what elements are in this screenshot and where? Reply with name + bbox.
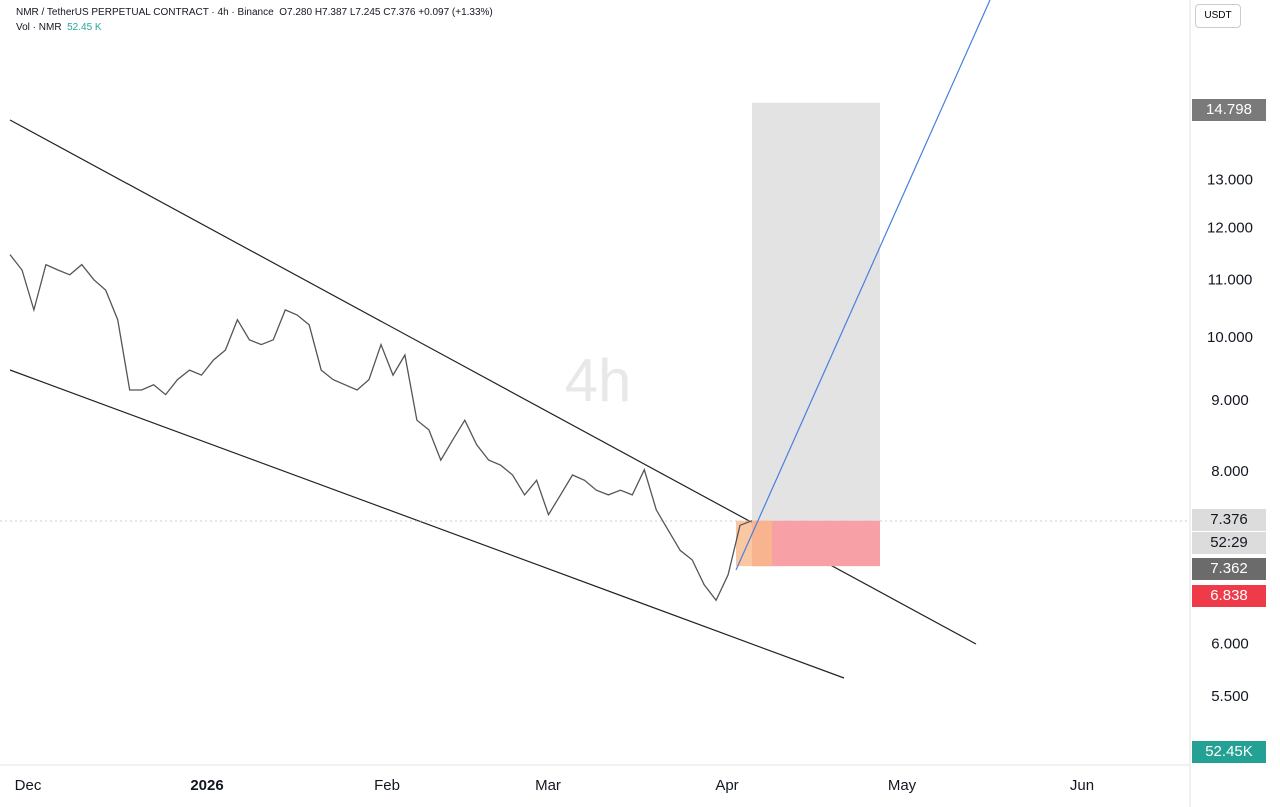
target-zone	[752, 102, 880, 521]
y-tick-label: 11.000	[1208, 272, 1253, 289]
open: O7.280	[279, 7, 313, 18]
low: L7.245	[349, 7, 381, 18]
entry-tag-bg	[1192, 509, 1266, 531]
y-tick-label: 13.000	[1207, 171, 1253, 188]
x-tick-label: Jun	[1070, 777, 1094, 794]
volume-legend: Vol · NMR 52.45 K	[16, 22, 102, 33]
symbol: NMR / TetherUS PERPETUAL CONTRACT · 4h ·…	[16, 7, 274, 18]
stop-tag: 6.838	[1210, 587, 1248, 604]
volume-tag: 52.45K	[1205, 743, 1253, 760]
countdown-tag: 52:29	[1210, 534, 1248, 551]
volume-tag-bg	[1192, 741, 1266, 763]
y-tick-label: 12.000	[1207, 220, 1253, 237]
watermark: 4h	[565, 347, 632, 414]
mark-price-tag-bg	[1192, 558, 1266, 580]
projection-line	[735, 0, 991, 571]
entry-tag: 7.376	[1210, 511, 1248, 528]
y-tick-label: 8.000	[1211, 463, 1249, 480]
volume-value: 52.45 K	[67, 22, 102, 33]
x-tick-label: Feb	[374, 777, 400, 794]
x-tick-label: Dec	[15, 777, 42, 794]
change: +0.097 (+1.33%)	[418, 7, 493, 18]
stop-tag-bg	[1192, 585, 1266, 607]
high: H7.387	[314, 7, 348, 18]
target-tag: 14.798	[1206, 101, 1252, 118]
stop-zone	[752, 520, 880, 567]
close: C7.376	[383, 7, 416, 18]
trendline	[9, 369, 845, 679]
x-tick-label: May	[888, 777, 917, 794]
currency-button[interactable]: USDT	[1195, 4, 1241, 28]
target-tag-bg	[1192, 99, 1266, 121]
legend: NMR / TetherUS PERPETUAL CONTRACT · 4h ·…	[16, 7, 493, 18]
x-tick-label: Mar	[535, 777, 561, 794]
price-line	[9, 254, 753, 602]
y-tick-label: 6.000	[1211, 636, 1249, 653]
y-tick-label: 9.000	[1211, 392, 1249, 409]
x-tick-label: 2026	[190, 777, 223, 794]
x-tick-label: Apr	[715, 777, 738, 794]
y-tick-label: 5.500	[1211, 688, 1249, 705]
volume-label: Vol · NMR	[16, 22, 62, 33]
mark-price-tag: 7.362	[1210, 560, 1248, 577]
countdown-tag-bg	[1192, 532, 1266, 554]
y-tick-label: 10.000	[1207, 329, 1253, 346]
